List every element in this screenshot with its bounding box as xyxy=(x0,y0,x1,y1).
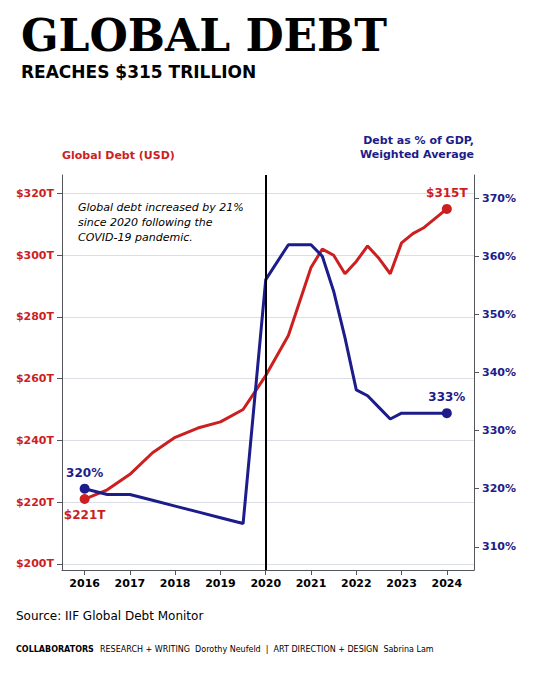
svg-text:Debt as % of GDP,: Debt as % of GDP, xyxy=(363,134,474,147)
svg-text:REACHES $315 TRILLION: REACHES $315 TRILLION xyxy=(21,62,256,82)
svg-text:2016: 2016 xyxy=(69,577,100,590)
svg-text:320%: 320% xyxy=(482,482,516,495)
svg-text:$300T: $300T xyxy=(16,249,55,262)
svg-text:$315T: $315T xyxy=(426,186,468,200)
svg-text:2022: 2022 xyxy=(341,577,372,590)
svg-text:2020: 2020 xyxy=(250,577,281,590)
svg-text:$240T: $240T xyxy=(16,434,55,447)
svg-text:320%: 320% xyxy=(66,466,103,480)
svg-text:Weighted Average: Weighted Average xyxy=(360,148,474,161)
svg-text:Source: IIF Global Debt Monito: Source: IIF Global Debt Monitor xyxy=(16,609,203,623)
svg-text:360%: 360% xyxy=(482,250,516,263)
svg-text:COVID-19 pandemic.: COVID-19 pandemic. xyxy=(78,231,193,244)
svg-text:2018: 2018 xyxy=(160,577,191,590)
svg-text:$320T: $320T xyxy=(16,187,55,200)
svg-text:2017: 2017 xyxy=(115,577,146,590)
svg-text:2021: 2021 xyxy=(296,577,327,590)
svg-text:2019: 2019 xyxy=(205,577,236,590)
svg-text:COLLABORATORS: COLLABORATORS xyxy=(16,645,94,654)
svg-text:Global Debt (USD): Global Debt (USD) xyxy=(62,149,175,162)
svg-text:333%: 333% xyxy=(428,390,465,404)
svg-text:370%: 370% xyxy=(482,192,516,205)
svg-text:350%: 350% xyxy=(482,308,516,321)
svg-text:340%: 340% xyxy=(482,366,516,379)
svg-text:330%: 330% xyxy=(482,424,516,437)
svg-text:310%: 310% xyxy=(482,540,516,553)
svg-text:$260T: $260T xyxy=(16,372,55,385)
svg-text:2023: 2023 xyxy=(386,577,417,590)
svg-text:$220T: $220T xyxy=(16,496,55,509)
svg-text:Global debt increased by 21%: Global debt increased by 21% xyxy=(78,201,247,214)
svg-text:$221T: $221T xyxy=(64,508,106,522)
svg-text:2024: 2024 xyxy=(432,577,463,590)
svg-text:RESEARCH + WRITING Dorothy Ne: RESEARCH + WRITING Dorothy Neufeld | ART… xyxy=(100,645,434,654)
svg-text:$280T: $280T xyxy=(16,310,55,323)
svg-text:$200T: $200T xyxy=(16,557,55,570)
svg-text:GLOBAL DEBT: GLOBAL DEBT xyxy=(21,10,387,61)
svg-text:since 2020 following the: since 2020 following the xyxy=(78,216,216,229)
